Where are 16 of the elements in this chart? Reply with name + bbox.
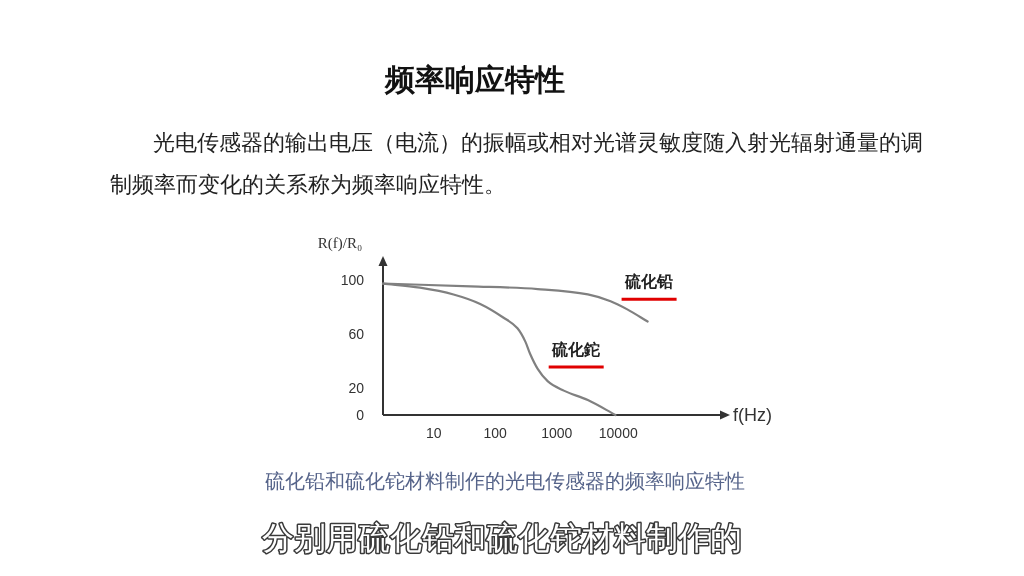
x-tick: 10000 xyxy=(598,425,638,441)
x-tick: 10 xyxy=(425,425,442,441)
subtitle: 光电传感器的输出电压（电流）的振幅或相对光谱灵敏度随入射光辐射通量的调制频率而变化的关系称为频率响应特性。 xyxy=(110,129,924,199)
x-tick: 100 xyxy=(483,425,507,441)
title: 频率响应特性 xyxy=(383,62,566,98)
x-tick: 1000 xyxy=(541,425,573,441)
series-label: 硫化鉈 xyxy=(551,340,600,358)
y-label: R(f)/R₀ xyxy=(317,235,363,251)
y-tick: 20 xyxy=(348,379,364,396)
annotation: 分别用硫化铅和硫化铊材料制作的 xyxy=(262,520,742,556)
annotation: 硫化铅和硫化铊材料制作的光电传感器的频率响应特性 xyxy=(265,470,745,492)
y-tick: 100 xyxy=(340,271,364,288)
x-label: f(Hz) xyxy=(733,405,772,425)
y-tick: 0 xyxy=(356,407,364,423)
y-tick: 60 xyxy=(348,325,364,342)
series-label: 硫化铅 xyxy=(624,273,673,291)
